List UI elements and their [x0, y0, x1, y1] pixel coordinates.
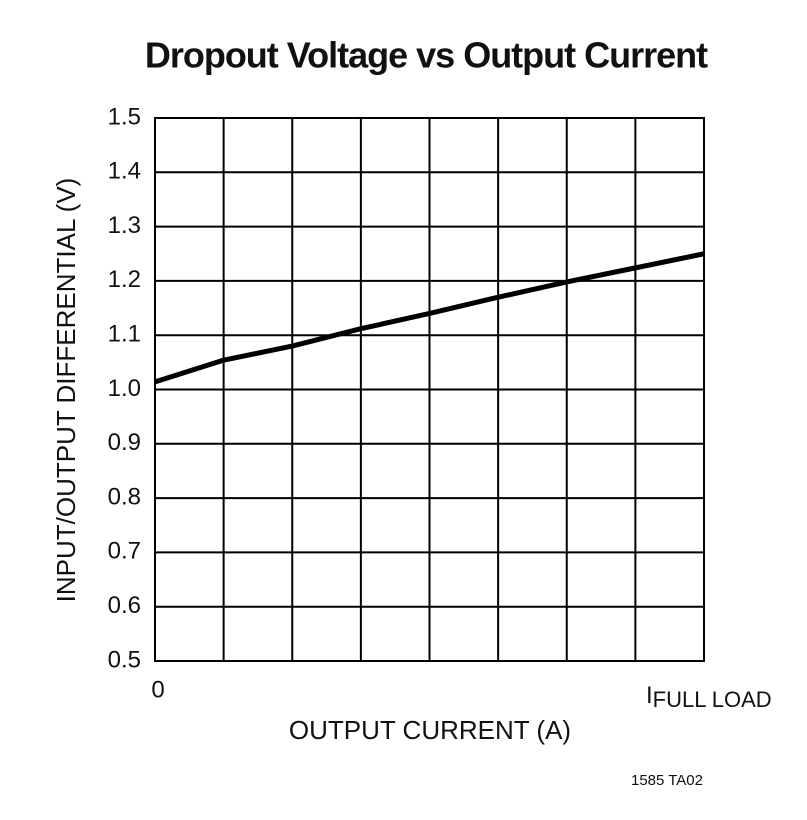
y-tick-label: 0.5 [108, 646, 141, 673]
y-axis-label: INPUT/OUTPUT DIFFERENTIAL (V) [51, 178, 81, 603]
x-axis-label: OUTPUT CURRENT (A) [289, 715, 571, 745]
plot-frame [154, 117, 705, 662]
y-tick-label: 0.9 [108, 429, 141, 456]
data-line [154, 251, 705, 385]
y-tick-label: 0.6 [108, 592, 141, 619]
x-tick-label: 0 [151, 676, 164, 703]
y-tick-label: 0.8 [108, 483, 141, 510]
x-tick-label: IFULL LOAD [646, 682, 772, 711]
y-tick-label: 0.7 [108, 538, 141, 565]
y-tick-label: 1.3 [108, 212, 141, 239]
y-tick-label: 1.1 [108, 321, 141, 348]
y-tick-label: 1.4 [108, 158, 141, 185]
y-tick-label: 1.0 [108, 375, 141, 402]
chart-title: Dropout Voltage vs Output Current [145, 35, 708, 76]
x-tick-label-main: I [646, 682, 653, 709]
figure-note: 1585 TA02 [631, 772, 703, 789]
y-tick-label: 1.2 [108, 266, 141, 293]
y-tick-label: 1.5 [108, 103, 141, 130]
x-tick-label-subscript: FULL LOAD [653, 687, 772, 712]
